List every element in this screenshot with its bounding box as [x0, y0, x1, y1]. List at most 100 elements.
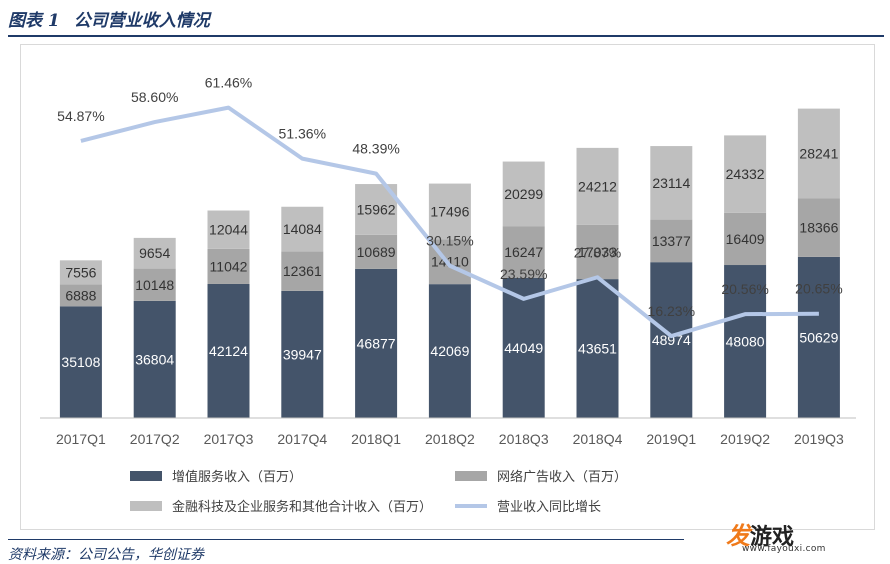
- bar-value-label: 35108: [61, 354, 100, 370]
- growth-label: 61.46%: [205, 75, 252, 91]
- bar-segment: [207, 210, 250, 249]
- growth-label: 16.23%: [648, 303, 695, 319]
- growth-label: 23.59%: [500, 266, 547, 282]
- x-tick-label: 2017Q3: [204, 431, 254, 447]
- bar-value-label: 48974: [652, 332, 691, 348]
- bar-segment: [502, 161, 545, 227]
- x-tick-label: 2018Q4: [573, 431, 623, 447]
- growth-label: 30.15%: [426, 233, 473, 249]
- bar-value-label: 42124: [209, 343, 248, 359]
- bar-value-label: 17033: [578, 244, 617, 260]
- bar-value-label: 39947: [283, 346, 322, 362]
- growth-label: 48.39%: [352, 141, 399, 157]
- bar-segment: [502, 277, 545, 418]
- watermark-brand-fa: 发: [726, 522, 750, 550]
- legend-swatch: [130, 471, 162, 481]
- bar-value-label: 18366: [799, 220, 838, 236]
- bar-value-label: 50629: [799, 329, 838, 345]
- legend-label: 金融科技及企业服务和其他合计收入（百万）: [172, 499, 432, 514]
- bar-segment: [281, 251, 324, 291]
- bar-segment: [428, 183, 471, 240]
- figure-title-text: 公司营业收入情况: [73, 11, 210, 31]
- bar-value-label: 15962: [357, 201, 396, 217]
- bar-value-label: 23114: [652, 175, 690, 191]
- bar-value-label: 10689: [357, 244, 396, 260]
- x-tick-label: 2017Q1: [56, 431, 106, 447]
- bar-value-label: 43651: [578, 341, 617, 357]
- bar-value-label: 13377: [652, 233, 691, 249]
- bar-segment: [797, 198, 840, 257]
- bar-segment: [207, 283, 250, 418]
- bar-value-label: 24332: [726, 166, 765, 182]
- bar-value-label: 14110: [431, 254, 469, 270]
- bar-value-label: 7556: [65, 264, 96, 280]
- bar-segment: [207, 248, 250, 284]
- bar-value-label: 9654: [139, 245, 170, 261]
- title-rule: [8, 35, 884, 37]
- bar-value-label: 17496: [430, 203, 469, 219]
- legend-label: 增值服务收入（百万）: [172, 469, 302, 484]
- source-rule: [8, 539, 684, 540]
- bar-segment: [59, 260, 102, 285]
- legend-label: 营业收入同比增长: [497, 499, 601, 514]
- bar-segment: [724, 265, 767, 418]
- bar-value-label: 28241: [799, 146, 838, 162]
- bar-segment: [133, 300, 176, 418]
- source-note: 资料来源：公司公告，华创证券: [8, 547, 204, 563]
- bar-segment: [724, 135, 767, 213]
- growth-label: 20.56%: [721, 281, 768, 297]
- watermark-brand-rest: 游戏: [750, 525, 795, 550]
- bar-segment: [576, 147, 619, 225]
- bar-segment: [797, 108, 840, 199]
- bar-segment: [797, 256, 840, 418]
- chart-frame: [20, 44, 875, 530]
- bar-value-label: 14084: [283, 221, 322, 237]
- bar-segment: [428, 284, 471, 418]
- bar-segment: [650, 146, 693, 220]
- bar-segment: [502, 226, 545, 278]
- growth-label: 27.87%: [574, 244, 621, 260]
- bar-value-label: 16247: [504, 244, 543, 260]
- growth-label: 58.60%: [131, 89, 178, 105]
- bar-value-label: 44049: [504, 340, 543, 356]
- growth-label: 51.36%: [279, 126, 326, 142]
- bar-value-label: 20299: [504, 186, 543, 202]
- bar-segment: [355, 234, 398, 269]
- bar-segment: [650, 262, 693, 418]
- figure-title: 图表 1 公司营业收入情况: [8, 6, 224, 31]
- bar-value-label: 11042: [210, 258, 248, 274]
- x-tick-label: 2018Q3: [499, 431, 549, 447]
- x-tick-label: 2019Q3: [794, 431, 844, 447]
- bar-segment: [59, 284, 102, 307]
- growth-label: 20.65%: [795, 281, 842, 297]
- legend-swatch: [130, 501, 162, 511]
- watermark-url: www.fayouxi.com: [742, 544, 826, 554]
- bar-value-label: 12044: [209, 222, 248, 238]
- bar-value-label: 46877: [357, 335, 396, 351]
- bar-value-label: 24212: [578, 178, 617, 194]
- figure-label: 图表 1: [8, 11, 60, 31]
- bar-segment: [724, 212, 767, 266]
- bar-value-label: 10148: [135, 277, 174, 293]
- bar-segment: [576, 279, 619, 418]
- x-tick-label: 2019Q1: [646, 431, 696, 447]
- bar-value-label: 42069: [430, 343, 469, 359]
- bar-segment: [355, 268, 398, 418]
- bar-segment: [133, 237, 176, 269]
- bar-segment: [650, 219, 693, 263]
- bar-segment: [281, 290, 324, 418]
- x-tick-label: 2018Q2: [425, 431, 475, 447]
- x-tick-label: 2017Q2: [130, 431, 180, 447]
- bar-value-label: 16409: [726, 231, 765, 247]
- bar-segment: [576, 224, 619, 280]
- bar-value-label: 12361: [283, 263, 322, 279]
- bar-segment: [281, 206, 324, 252]
- bar-segment: [133, 268, 176, 301]
- growth-line: [80, 105, 819, 339]
- legend-swatch: [455, 471, 487, 481]
- watermark-brand: 发游戏: [726, 516, 794, 551]
- x-tick-label: 2018Q1: [351, 431, 401, 447]
- growth-label: 54.87%: [57, 108, 104, 124]
- legend-label: 网络广告收入（百万）: [497, 469, 627, 484]
